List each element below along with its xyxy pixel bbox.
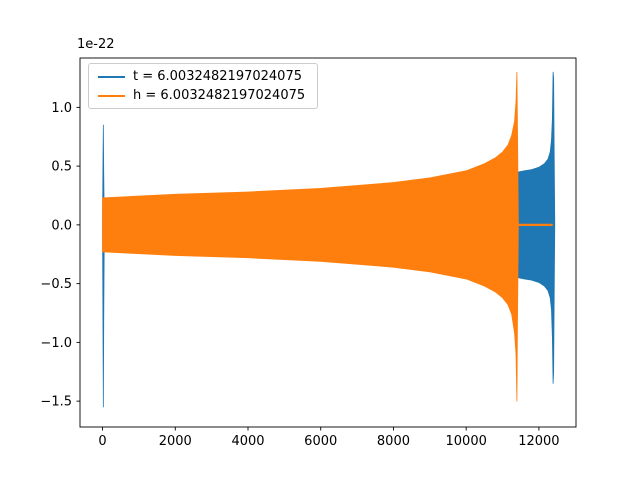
- x-tick-label: 2000: [159, 434, 192, 449]
- series-t-band: [517, 71, 556, 384]
- y-tick-label: −1.0: [40, 336, 72, 351]
- y-tick-label: 1.0: [51, 101, 72, 116]
- y-axis-offset-text: 1e-22: [77, 37, 115, 52]
- legend: t = 6.0032482197024075 h = 6.00324821970…: [88, 63, 319, 109]
- x-tick-label: 0: [98, 434, 106, 449]
- axes-spines: [79, 57, 577, 428]
- y-tick-label: 0.0: [51, 218, 72, 233]
- x-tick-label: 8000: [377, 434, 410, 449]
- x-tick-label: 10000: [446, 434, 487, 449]
- legend-line-sample-blue: [98, 75, 125, 78]
- legend-item-h: h = 6.0032482197024075: [98, 88, 305, 103]
- x-tick-label: 6000: [304, 434, 337, 449]
- y-tick-label: −0.5: [40, 277, 72, 292]
- legend-item-t: t = 6.0032482197024075: [98, 69, 305, 84]
- series-h-band: [102, 71, 519, 402]
- legend-line-sample-orange: [98, 94, 125, 97]
- x-tick-label: 4000: [231, 434, 264, 449]
- legend-label-h: h = 6.0032482197024075: [133, 88, 306, 103]
- y-tick-label: 0.5: [51, 160, 72, 175]
- y-tick-label: −1.5: [40, 395, 72, 410]
- legend-label-t: t = 6.0032482197024075: [133, 69, 302, 84]
- x-tick-label: 12000: [518, 434, 559, 449]
